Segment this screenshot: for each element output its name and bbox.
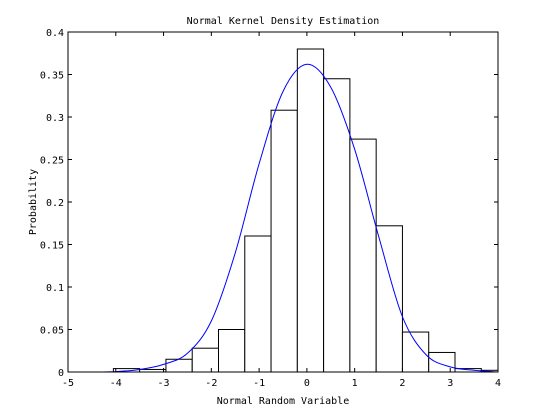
y-axis-ticks: 0 0.05 0.1 0.15 0.2 0.25 0.3 0.35 0.4 [40, 28, 498, 379]
histogram-bar [323, 78, 351, 373]
x-axis-ticks: -5 -4 -3 -2 -1 0 1 2 3 4 [62, 32, 501, 389]
x-tick-label: -1 [253, 378, 265, 389]
histogram-bar [244, 235, 272, 373]
chart-title: Normal Kernel Density Estimation [187, 16, 380, 27]
y-tick-label: 0.35 [40, 71, 64, 82]
x-tick-label: 2 [399, 378, 405, 389]
y-tick-label: 0.4 [46, 28, 64, 39]
density-curve [91, 63, 498, 372]
y-tick-label: 0.15 [40, 241, 64, 252]
y-axis-label: Probability [28, 169, 39, 235]
y-tick-label: 0.3 [46, 113, 64, 124]
x-tick-label: -4 [110, 378, 122, 389]
histogram-bars [112, 48, 499, 373]
x-tick-label: 0 [304, 378, 310, 389]
histogram-bar [296, 48, 325, 373]
x-tick-label: 3 [447, 378, 453, 389]
x-tick-label: -2 [205, 378, 217, 389]
histogram-bar [349, 138, 377, 373]
x-tick-label: -5 [62, 378, 74, 389]
y-tick-label: 0.1 [46, 283, 64, 294]
histogram-bar [270, 109, 298, 373]
x-axis-label: Normal Random Variable [217, 396, 349, 407]
histogram-bar [428, 351, 456, 373]
x-tick-label: -3 [158, 378, 170, 389]
y-tick-label: 0.25 [40, 156, 64, 167]
histogram-bar [375, 225, 403, 373]
histogram-bar [191, 347, 220, 373]
y-tick-label: 0.05 [40, 326, 64, 337]
histogram-bar [218, 329, 246, 373]
density-curve-group [91, 63, 498, 372]
x-tick-label: 1 [352, 378, 358, 389]
y-tick-label: 0 [58, 368, 64, 379]
x-tick-label: 4 [495, 378, 501, 389]
y-tick-label: 0.2 [46, 198, 64, 209]
histogram-bar [401, 331, 430, 373]
histogram-bar [165, 358, 193, 373]
